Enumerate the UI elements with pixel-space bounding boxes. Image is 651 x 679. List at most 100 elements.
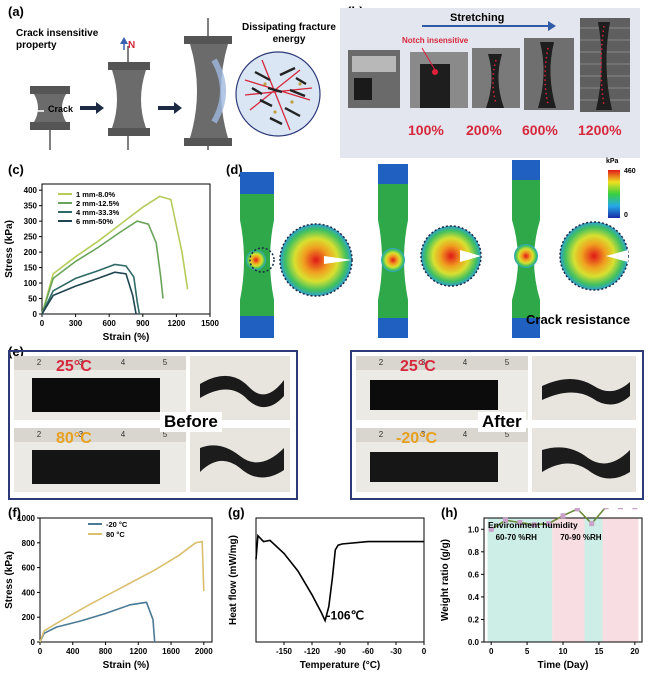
humidity-band xyxy=(552,518,585,642)
y-tick-label: 0.8 xyxy=(468,548,480,557)
y-tick-label: 300 xyxy=(24,217,38,226)
x-tick-label: 15 xyxy=(594,647,603,656)
series-line xyxy=(39,540,205,643)
x-tick-label: -30 xyxy=(390,647,402,656)
legend-entry: 1 mm-8.0% xyxy=(76,190,116,199)
plot-frame xyxy=(41,183,211,315)
data-point xyxy=(503,517,509,523)
series-line xyxy=(41,220,164,315)
y-axis-label: Stress (kPa) xyxy=(4,551,15,609)
legend-entry: 80 °C xyxy=(106,530,125,539)
stretching-label: Stretching xyxy=(450,12,505,24)
panel-label-a: (a) xyxy=(8,4,24,19)
min-annotation: -106℃ xyxy=(327,609,365,623)
y-tick-label: 150 xyxy=(24,264,38,273)
fea-specimen-3 xyxy=(512,160,629,338)
series-line xyxy=(41,195,189,315)
y-tick-label: 1.0 xyxy=(468,525,480,534)
legend-title: Environment humidity xyxy=(488,520,578,530)
y-tick-label: 0 xyxy=(33,310,38,319)
x-tick-label: 1200 xyxy=(168,319,186,328)
x-tick-label: 1500 xyxy=(201,319,219,328)
strain-200: 200% xyxy=(466,122,502,138)
data-point xyxy=(546,521,552,527)
data-point xyxy=(589,521,595,527)
data-point xyxy=(603,508,609,510)
colorbar-min: 0 xyxy=(624,212,628,219)
humidity-band xyxy=(584,518,603,642)
x-axis-label: Strain (%) xyxy=(103,660,150,671)
crack-label: Crack xyxy=(48,104,74,114)
chart-g: -150 -120 -90 -60 -30 0 Temperature (°C) Heat f… xyxy=(228,517,427,671)
data-point xyxy=(531,522,537,528)
y-axis-label: Weight ratio (g/g) xyxy=(440,539,451,621)
data-point xyxy=(560,513,566,519)
fea-specimen-1 xyxy=(240,172,353,338)
specimen-crack-dissipation xyxy=(184,18,232,150)
panel-e-before-frame xyxy=(8,350,298,500)
x-tick-label: 10 xyxy=(559,647,568,656)
colorbar-unit: kPa xyxy=(606,158,619,165)
panel-d: kPa 460 0 Crack resistance xyxy=(228,158,648,342)
panel-a: Crack insensitive property xyxy=(0,0,345,160)
colorbar-max: 460 xyxy=(624,168,636,175)
crack-insensitive-title: Crack insensitive property xyxy=(16,28,99,51)
x-tick-label: 0 xyxy=(38,647,43,656)
y-tick-label: 0.4 xyxy=(468,593,480,602)
y-tick-label: 50 xyxy=(28,295,37,304)
after-temp-minus20: -20°C xyxy=(396,430,438,447)
panel-label-g: (g) xyxy=(228,505,245,520)
y-tick-label: 600 xyxy=(22,564,36,573)
y-axis-label: Stress (kPa) xyxy=(4,220,15,278)
plot-frame xyxy=(39,517,213,643)
y-tick-label: 400 xyxy=(24,186,38,195)
x-tick-label: -60 xyxy=(362,647,374,656)
x-tick-label: 800 xyxy=(99,647,113,656)
y-tick-label: 0.6 xyxy=(468,570,480,579)
data-point xyxy=(517,520,523,526)
before-80c-photo xyxy=(14,428,186,492)
after-temp-25: 25°C xyxy=(400,358,436,375)
chart-h: 60-70 %RH 70-90 %RH 0 5 10 15 20 0.0 0.2 0.4 0.6 0.… xyxy=(440,508,643,671)
panel-e-after-frame xyxy=(350,350,644,500)
legend-entry: 4 mm-33.3% xyxy=(76,208,120,217)
y-axis-label: Heat flow (mW/mg) xyxy=(228,535,239,625)
series-line xyxy=(255,533,424,624)
x-tick-label: 400 xyxy=(66,647,80,656)
humidity-band xyxy=(487,518,553,642)
crack-resistance-caption: Crack resistance xyxy=(526,312,631,327)
after-label: After xyxy=(478,412,526,432)
x-tick-label: -150 xyxy=(276,647,293,656)
humidity-band xyxy=(602,518,639,642)
strain-100: 100% xyxy=(408,122,444,138)
x-tick-label: -90 xyxy=(334,647,346,656)
x-axis-label: Strain (%) xyxy=(103,332,150,343)
before-temp-80: 80°C xyxy=(56,430,92,447)
fiber-network-zoom xyxy=(235,51,321,137)
after-25c-twist-photo xyxy=(532,356,636,420)
y-tick-label: 350 xyxy=(24,202,38,211)
x-tick-label: 0 xyxy=(422,647,427,656)
x-tick-label: 1600 xyxy=(162,647,180,656)
x-tick-label: 0 xyxy=(40,319,45,328)
strain-600: 600% xyxy=(522,122,558,138)
fea-stress-maps xyxy=(240,160,629,338)
legend-entry: -20 °C xyxy=(106,520,128,529)
panel-label-h: (h) xyxy=(441,505,458,520)
before-25c-twist-photo xyxy=(190,356,290,420)
legend-entry: 6 mm-50% xyxy=(76,217,113,226)
before-80c-twist-photo xyxy=(190,428,290,492)
data-point xyxy=(632,508,638,510)
after-25c-photo xyxy=(356,356,528,420)
specimen-intact xyxy=(30,86,70,150)
fea-specimen-2 xyxy=(378,164,482,338)
panel-label-f: (f) xyxy=(8,505,21,520)
band-label: 70-90 %RH xyxy=(560,533,602,542)
before-label: Before xyxy=(160,412,222,432)
after-minus20c-twist-photo xyxy=(532,428,636,492)
data-point xyxy=(488,526,494,532)
